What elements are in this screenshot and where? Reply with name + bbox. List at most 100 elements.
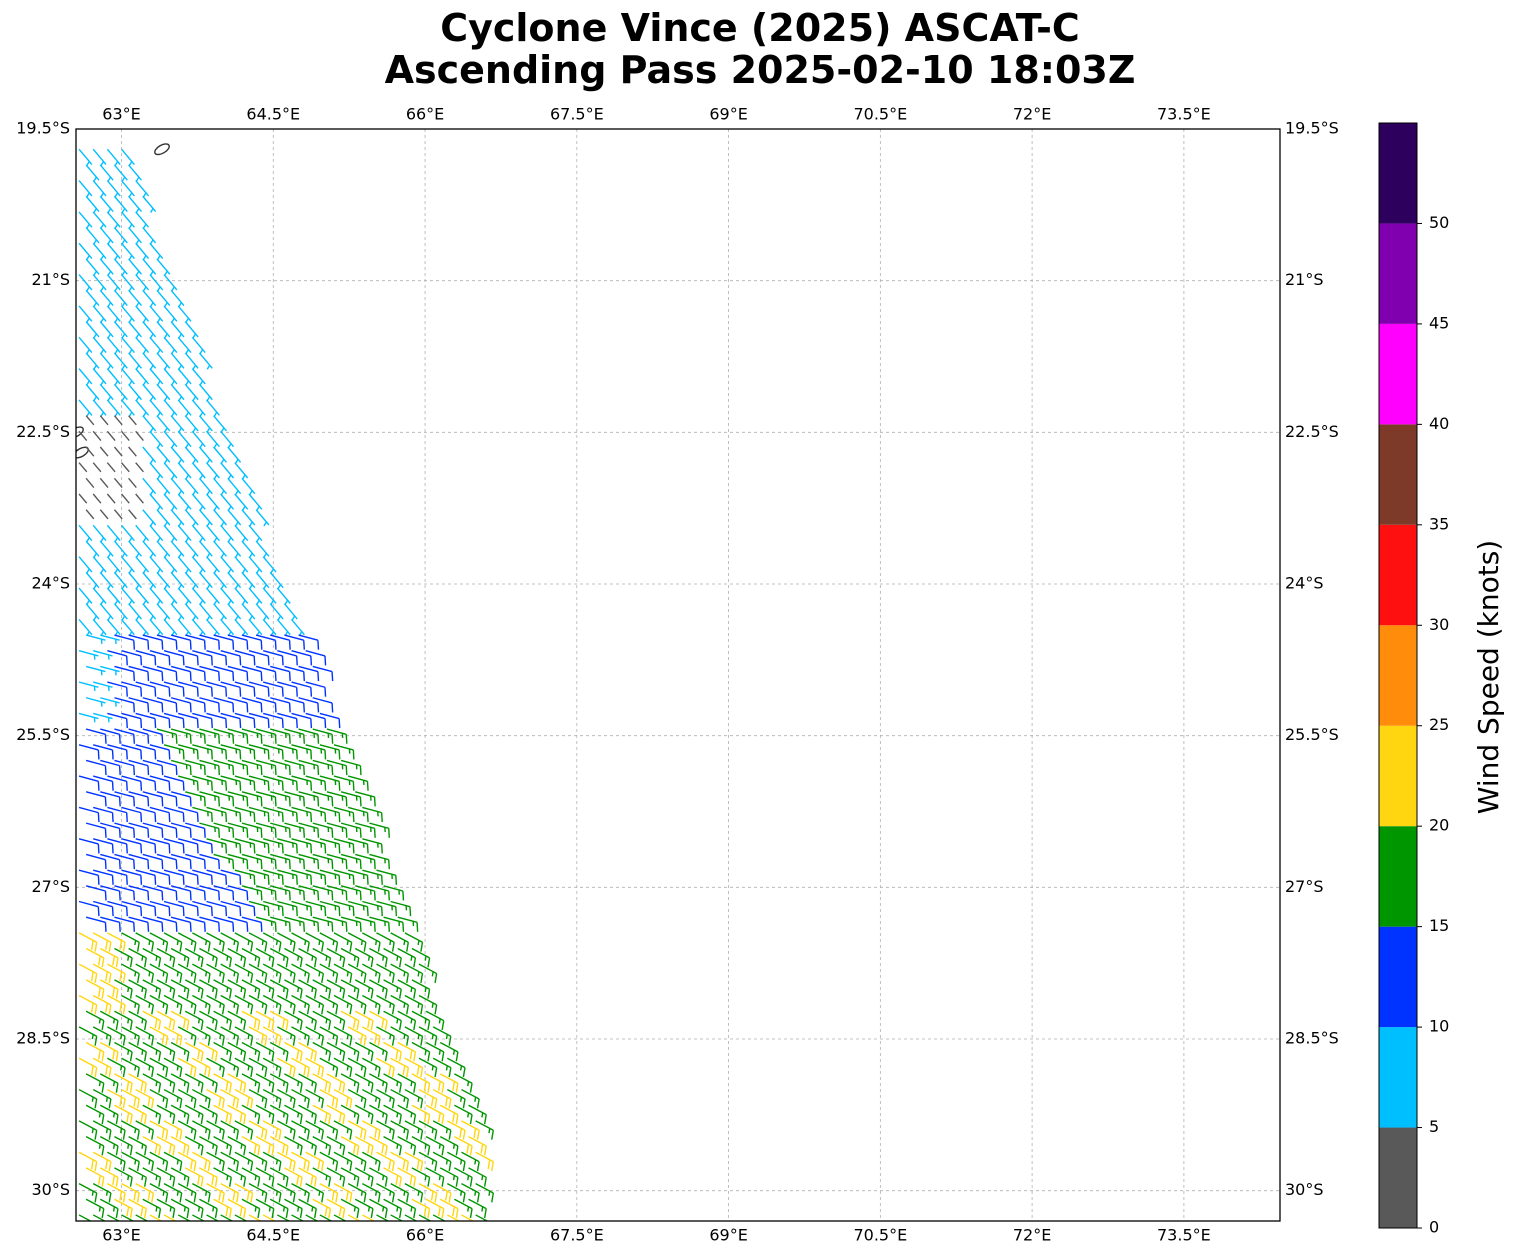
- wind-barb: [298, 885, 320, 901]
- wind-barb: [262, 556, 277, 574]
- wind-barb: [305, 1057, 325, 1078]
- wind-barb: [170, 728, 192, 744]
- wind-barb: [277, 994, 296, 1015]
- wind-barb: [404, 932, 424, 952]
- wind-barb: [418, 1026, 438, 1046]
- wind-barb: [291, 900, 313, 917]
- wind-barb: [234, 650, 256, 666]
- wind-barb: [142, 791, 164, 807]
- wind-barb: [206, 994, 225, 1015]
- wind-barb: [185, 634, 206, 650]
- wind-barb: [234, 900, 256, 917]
- wind-barb: [135, 556, 150, 574]
- wind-barb: [121, 775, 143, 791]
- wind-barb: [340, 1104, 360, 1125]
- wind-barb: [234, 524, 249, 543]
- wind-barb: [128, 571, 143, 590]
- wind-barb: [205, 430, 220, 448]
- wind-barb: [156, 791, 178, 807]
- wind-barb: [397, 979, 417, 999]
- wind-barb: [362, 1151, 381, 1172]
- wind-barb: [354, 1135, 374, 1156]
- wind-barb: [248, 869, 270, 885]
- wind-barb: [99, 321, 114, 339]
- wind-barb: [227, 822, 249, 838]
- wind-barb: [199, 1073, 218, 1093]
- wind-barb: [376, 994, 395, 1015]
- wind-barb: [284, 1041, 303, 1062]
- wind-barb: [333, 806, 355, 823]
- wind-barb: [92, 1120, 112, 1140]
- wind-barb: [333, 994, 353, 1015]
- wind-barb: [184, 1135, 204, 1156]
- wind-barb: [156, 446, 171, 464]
- wind-barb: [128, 164, 143, 182]
- wind-barb: [192, 681, 213, 697]
- wind-barb: [418, 1182, 438, 1203]
- wind-barb: [425, 1198, 445, 1219]
- wind-barb: [213, 979, 232, 999]
- wind-barb: [170, 791, 192, 807]
- wind-barb: [255, 1135, 275, 1156]
- wind-barb: [269, 603, 284, 621]
- wind-barb: [78, 587, 93, 605]
- wind-barb: [78, 305, 93, 323]
- wind-barb: [213, 1104, 232, 1125]
- wind-barb: [262, 775, 284, 791]
- wind-barb: [369, 853, 390, 870]
- wind-barb: [170, 1073, 190, 1093]
- wind-barb: [128, 195, 143, 213]
- wind-barb: [319, 1182, 339, 1203]
- wind-barb: [149, 932, 169, 952]
- wind-barb: [177, 430, 192, 448]
- wind-barb: [78, 838, 100, 854]
- wind-barb: [411, 1198, 431, 1219]
- wind-barb: [326, 1104, 346, 1125]
- wind-barb: [213, 1135, 232, 1156]
- wind-barb: [298, 1104, 317, 1125]
- wind-barb: [106, 430, 116, 441]
- wind-barb: [85, 227, 100, 245]
- wind-barb: [114, 1167, 133, 1187]
- wind-barb: [135, 430, 144, 441]
- wind-barb: [362, 1214, 376, 1221]
- lat-tick-label: 30°S: [1285, 1180, 1324, 1199]
- wind-barb: [340, 916, 362, 932]
- wind-barb: [191, 524, 206, 543]
- wind-barb: [85, 289, 100, 307]
- wind-barb: [220, 1214, 234, 1221]
- wind-barb: [369, 1041, 388, 1062]
- wind-barb: [128, 759, 150, 776]
- wind-barb: [198, 603, 213, 621]
- wind-barb: [312, 1041, 332, 1062]
- wind-barb: [206, 806, 228, 823]
- wind-barb: [170, 1010, 190, 1031]
- wind-barb: [163, 305, 178, 323]
- wind-barb: [85, 195, 100, 213]
- wind-barb: [93, 744, 114, 760]
- wind-barb: [262, 1182, 282, 1203]
- wind-barb: [305, 1088, 325, 1109]
- wind-barb: [432, 1151, 452, 1172]
- wind-barb: [255, 571, 270, 590]
- wind-barb: [85, 1135, 105, 1156]
- wind-barb: [85, 979, 105, 999]
- wind-barb: [163, 1120, 183, 1140]
- wind-barb: [291, 1120, 310, 1140]
- wind-barb: [305, 1182, 325, 1203]
- wind-barb: [283, 603, 298, 621]
- wind-barb: [177, 963, 197, 984]
- wind-barb: [199, 1135, 218, 1156]
- wind-barb: [404, 1026, 424, 1046]
- wind-barb: [270, 885, 291, 901]
- wind-barb: [192, 869, 213, 885]
- wind-barb: [354, 947, 374, 968]
- wind-barb: [142, 885, 164, 901]
- wind-barb: [269, 1104, 289, 1125]
- wind-barb: [120, 368, 135, 386]
- wind-barb: [354, 1167, 374, 1187]
- wind-barb: [99, 947, 119, 968]
- wind-barb: [404, 1088, 424, 1109]
- wind-barb: [340, 1010, 360, 1031]
